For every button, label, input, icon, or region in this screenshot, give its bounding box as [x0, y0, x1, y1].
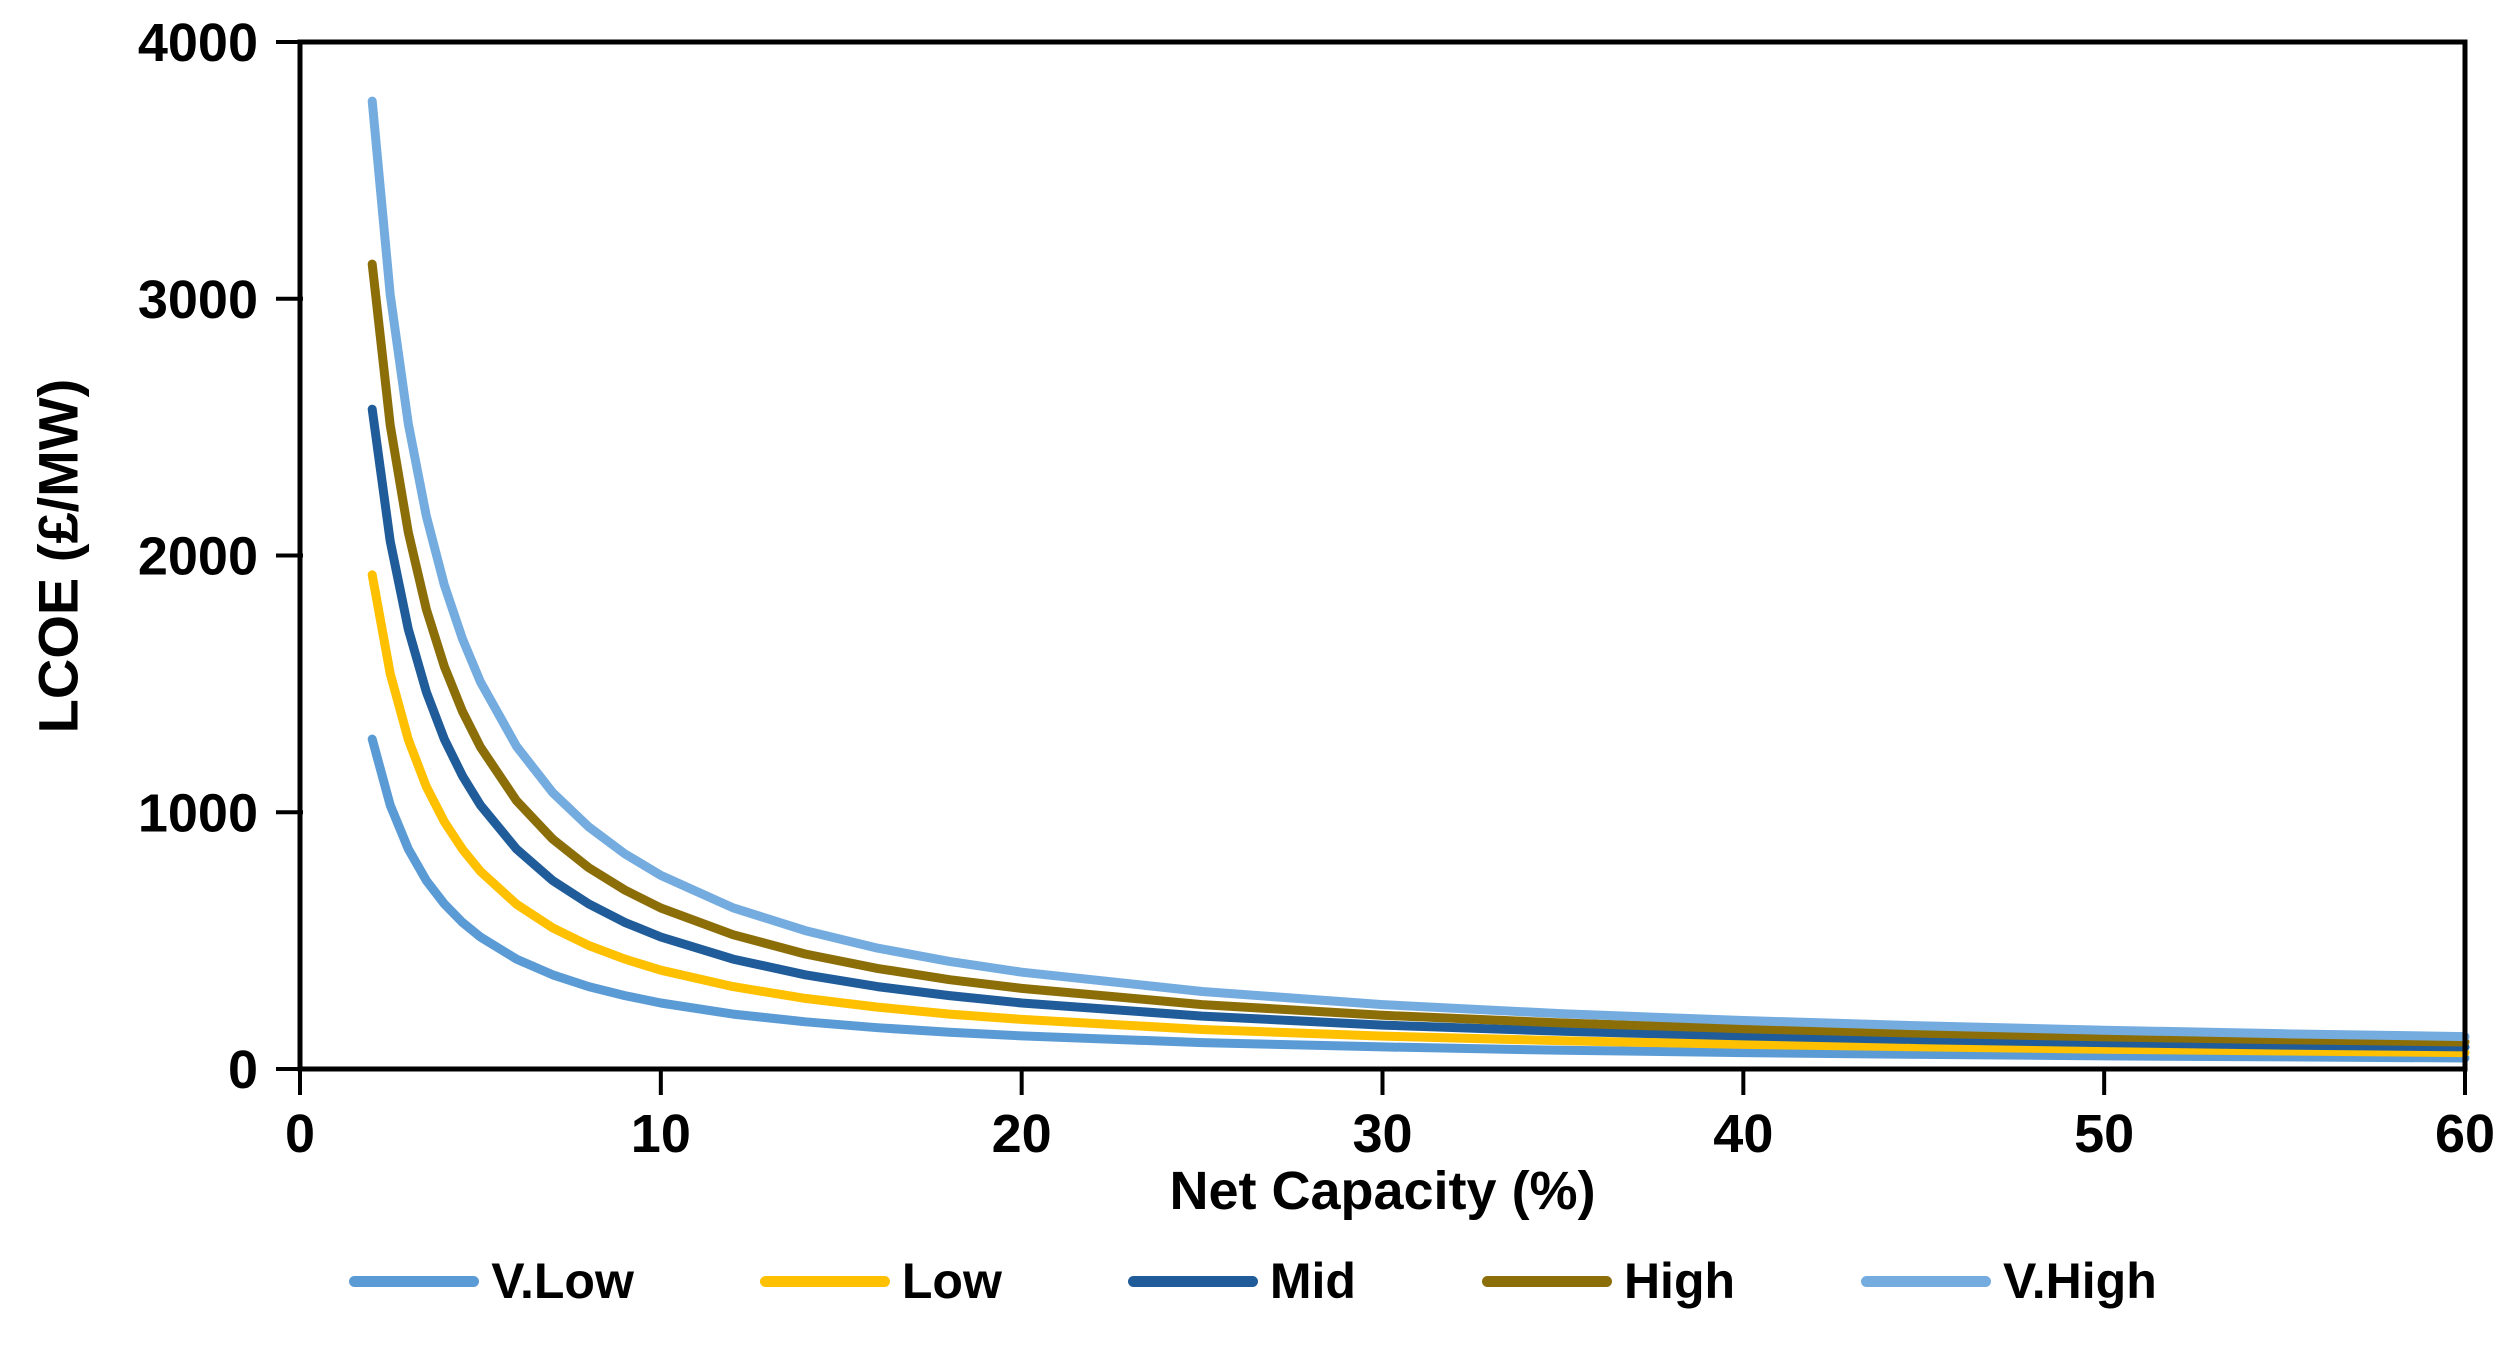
legend-label: Mid [1269, 1253, 1356, 1309]
legend-swatch [349, 1275, 480, 1287]
legend-item-vlow: V.Low [349, 1256, 634, 1306]
series-line-mid [367, 404, 2470, 1052]
y-tick-label: 4000 [138, 13, 258, 73]
legend-swatch [1127, 1275, 1258, 1287]
x-tick-label: 20 [992, 1104, 1052, 1164]
legend-label: V.Low [491, 1253, 634, 1309]
legend-label: V.High [2003, 1253, 2157, 1309]
x-tick-label: 40 [1713, 1104, 1773, 1164]
legend-item-low: Low [759, 1253, 1002, 1309]
y-tick-label: 0 [228, 1040, 258, 1100]
y-tick-label: 1000 [138, 783, 258, 843]
legend-item-high: High [1481, 1253, 1736, 1309]
series-line-vlow [367, 734, 2470, 1063]
x-tick-label: 50 [2074, 1104, 2134, 1164]
x-tick-label: 0 [285, 1104, 315, 1164]
legend: V.Low Low Mid High V.High [0, 1256, 2506, 1306]
y-tick-label: 3000 [138, 270, 258, 330]
legend-label: High [1623, 1253, 1736, 1309]
legend-label: Low [901, 1253, 1002, 1309]
legend-item-vhigh: V.High [1861, 1256, 2157, 1306]
x-tick-label: 30 [1352, 1104, 1412, 1164]
legend-swatch [1481, 1275, 1612, 1287]
series-line-vhigh [367, 96, 2470, 1042]
legend-swatch [1861, 1275, 1992, 1287]
y-tick-label: 2000 [138, 527, 258, 587]
series-line-high [367, 259, 2470, 1047]
x-axis-title: Net Capacity (%) [1169, 1161, 1596, 1221]
legend-item-mid: Mid [1127, 1253, 1356, 1309]
plot-border [297, 39, 2468, 1072]
x-tick-label: 60 [2435, 1104, 2495, 1164]
x-tick-label: 10 [631, 1104, 691, 1164]
legend-swatch [759, 1275, 890, 1287]
y-axis-title: LCOE (£/MW) [26, 378, 90, 734]
series-line-low [367, 570, 2470, 1058]
